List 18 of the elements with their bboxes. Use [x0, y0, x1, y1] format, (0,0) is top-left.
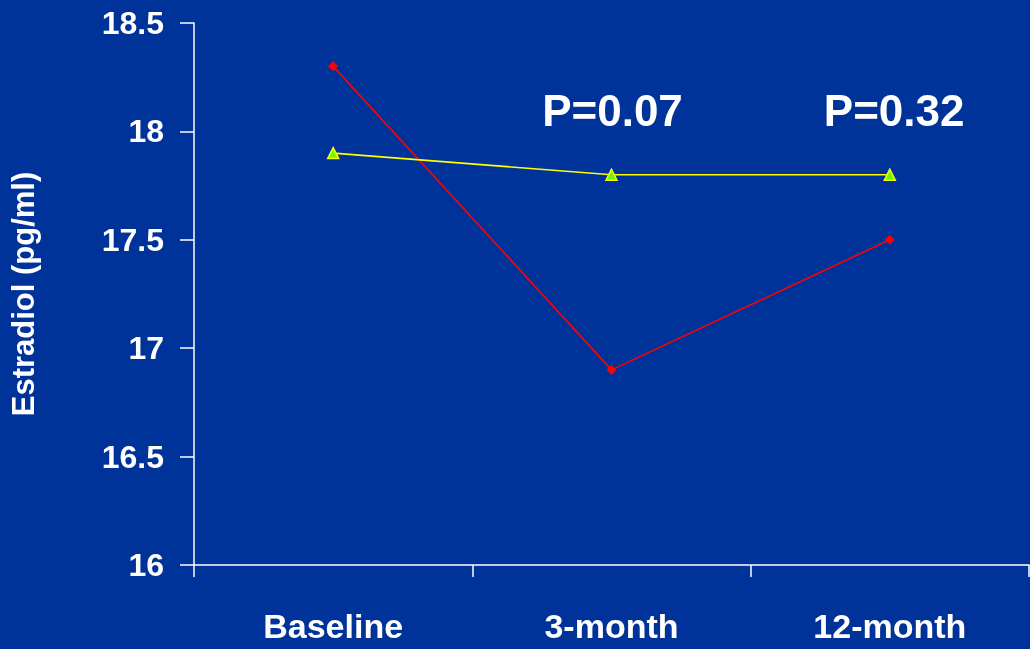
point [606, 364, 617, 375]
y-tick-label: 18 [128, 113, 164, 150]
point [328, 61, 339, 72]
point [883, 168, 897, 182]
y-tick-label: 17.5 [101, 221, 164, 258]
y-tick-label: 18.5 [101, 5, 164, 41]
x-tick-label: 3-month [544, 607, 679, 645]
x-tick-label: 12-month [813, 607, 967, 645]
point [326, 146, 340, 160]
point [884, 234, 895, 245]
y-axis-title: Estradiol (pg/ml) [6, 171, 41, 417]
point [605, 168, 618, 182]
annotation: P=0.07 [542, 85, 683, 135]
y-tick-label: 17 [128, 330, 164, 367]
x-tick-label: Baseline [263, 607, 404, 645]
y-tick-label: 16 [128, 547, 164, 583]
y-tick-label: 16.5 [101, 438, 164, 475]
annotation: P=0.32 [823, 85, 965, 135]
